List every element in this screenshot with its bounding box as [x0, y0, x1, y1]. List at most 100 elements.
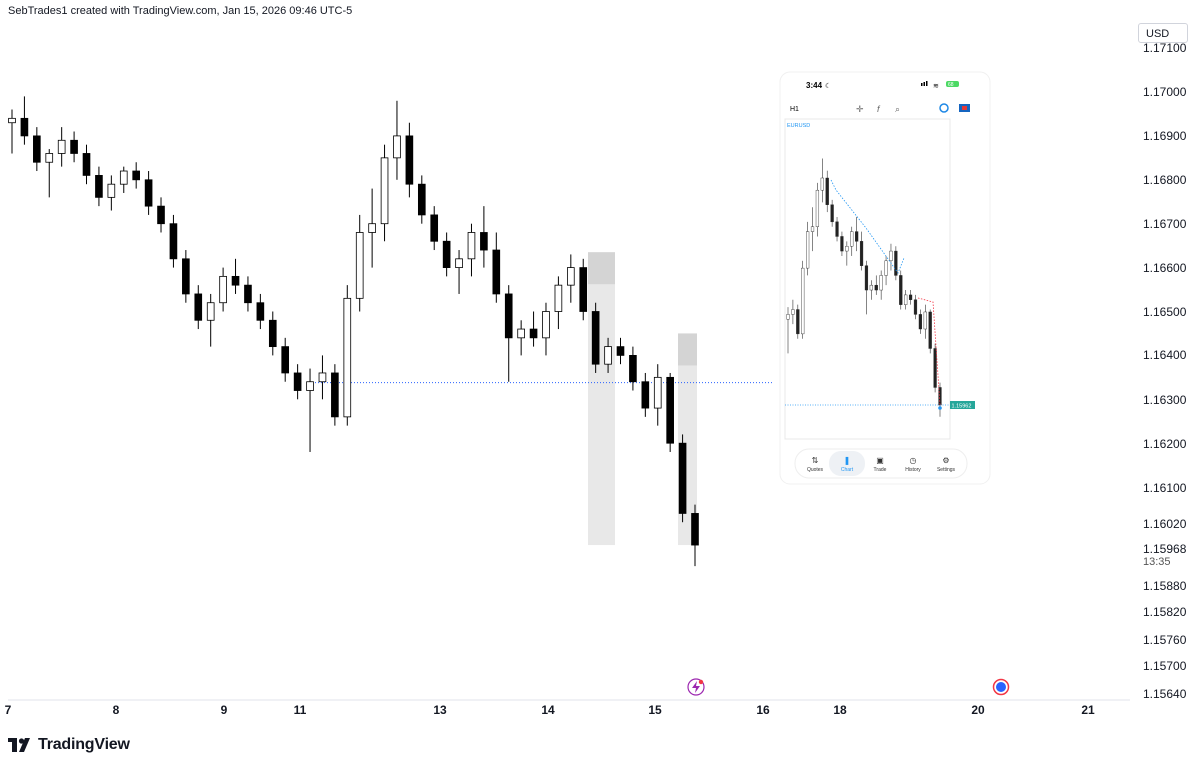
candle-body	[492, 249, 501, 295]
y-tick-label: 1.16500	[1143, 305, 1187, 319]
candle-body	[355, 232, 364, 299]
candle-body	[641, 381, 650, 409]
phone-candle-body	[889, 250, 893, 262]
candle-body	[666, 376, 674, 444]
x-tick-label: 7	[5, 703, 12, 717]
candle-body	[343, 297, 352, 418]
candle-body	[331, 372, 339, 418]
x-tick-label: 21	[1081, 703, 1095, 717]
phone-nav-chart[interactable]: ❚ Chart	[841, 456, 854, 473]
candle-body	[567, 267, 575, 286]
phone-candle-body	[801, 267, 805, 335]
y-tick-label: 1.16100	[1143, 481, 1187, 495]
candle-body	[268, 319, 277, 348]
crosshair-icon[interactable]: ✛	[856, 104, 864, 114]
phone-price-badge	[950, 401, 975, 409]
phone-candle-body	[918, 314, 922, 330]
candle-body	[256, 302, 265, 321]
candle-body	[455, 258, 463, 269]
x-tick-label: 20	[971, 703, 985, 717]
signal-icon	[921, 81, 928, 86]
phone-nav-history[interactable]: ◷ History	[905, 456, 921, 473]
price-axis: 1.17100 1.17000 1.16900 1.16800 1.16700 1.166…	[1143, 41, 1187, 701]
x-tick-label: 16	[756, 703, 770, 717]
candle-body	[629, 354, 637, 383]
drawing-icon[interactable]: ⌕	[895, 104, 900, 114]
currency-selector[interactable]: USD	[1138, 23, 1188, 43]
phone-price-badge-label: 1.15962	[952, 404, 972, 410]
economic-event-icon[interactable]	[992, 678, 1010, 696]
phone-candle-body	[825, 177, 829, 205]
y-tick-label: 1.16900	[1143, 129, 1187, 143]
phone-nav-label: Trade	[874, 467, 887, 473]
candle-body	[119, 170, 128, 185]
phone-candle-body	[855, 231, 859, 242]
y-tick-label: 1.16200	[1143, 437, 1187, 451]
supply-zone-band	[588, 252, 615, 285]
candle-body	[517, 328, 525, 339]
phone-candle-body	[820, 177, 824, 191]
candle-body	[169, 223, 178, 260]
x-tick-label: 14	[541, 703, 555, 717]
y-tick-label: 1.17000	[1143, 85, 1187, 99]
bar-countdown: 13:35	[1143, 556, 1171, 568]
phone-candle-body	[786, 314, 790, 320]
y-tick-label: 1.15760	[1143, 633, 1187, 647]
phone-candle-body	[913, 299, 918, 315]
candle-body	[70, 139, 78, 154]
y-tick-label: 1.16400	[1143, 348, 1187, 362]
x-tick-label: 8	[113, 703, 120, 717]
phone-price-dot	[938, 406, 942, 410]
candle-body	[45, 153, 54, 163]
indicator-icon[interactable]: f	[877, 104, 881, 114]
x-tick-label: 9	[221, 703, 228, 717]
nav-active-bg	[829, 451, 865, 476]
candle-body	[107, 183, 116, 198]
candle-body	[653, 376, 662, 409]
phone-candle-body	[796, 309, 800, 335]
battery-level: 68	[948, 82, 954, 88]
candle-body	[480, 232, 488, 251]
moon-icon: ☾	[825, 82, 831, 90]
candle-body	[20, 117, 29, 137]
candle-body	[405, 135, 414, 185]
phone-candle-body	[928, 311, 932, 349]
candle-body	[219, 275, 227, 304]
tradingview-logo-icon	[8, 738, 30, 752]
y-tick-label: 1.16020	[1143, 517, 1187, 531]
x-tick-label: 13	[433, 703, 447, 717]
phone-symbol[interactable]: EURUSD	[787, 123, 810, 129]
wifi-icon: ≋	[933, 83, 939, 90]
phone-nav-settings[interactable]: ⚙ Settings	[937, 456, 956, 473]
y-tick-label: 1.15700	[1143, 659, 1187, 673]
phone-candle-body	[938, 387, 942, 406]
tradingview-logo[interactable]: TradingView	[8, 735, 130, 755]
candle-body	[504, 293, 513, 339]
candle-body	[231, 275, 240, 286]
phone-nav-quotes[interactable]: ⇅ Quotes	[807, 456, 824, 473]
candle-body	[293, 372, 302, 391]
phone-timeframe[interactable]: H1	[790, 106, 799, 113]
layout-icon[interactable]	[939, 103, 949, 113]
phone-candle-body	[884, 260, 888, 276]
trade-icon: ▣	[876, 456, 884, 465]
phone-candle-body	[830, 204, 834, 223]
phone-candle-body	[791, 309, 795, 315]
candle-body	[33, 135, 41, 163]
phone-nav-label: Quotes	[807, 467, 824, 473]
candle-body	[380, 157, 389, 225]
battery-icon	[946, 81, 959, 87]
phone-nav-trade[interactable]: ▣ Trade	[874, 456, 887, 473]
lightning-icon[interactable]	[687, 678, 705, 696]
supply-zone	[588, 252, 615, 546]
candle-body	[591, 311, 600, 365]
phone-candle-body	[840, 236, 844, 252]
candle-body	[281, 346, 290, 374]
supply-zone-band	[678, 333, 697, 366]
candle-body	[529, 328, 538, 339]
candle-body	[82, 153, 91, 176]
candle-body	[430, 214, 439, 242]
candle-body	[194, 293, 203, 321]
candle-body	[604, 346, 612, 365]
